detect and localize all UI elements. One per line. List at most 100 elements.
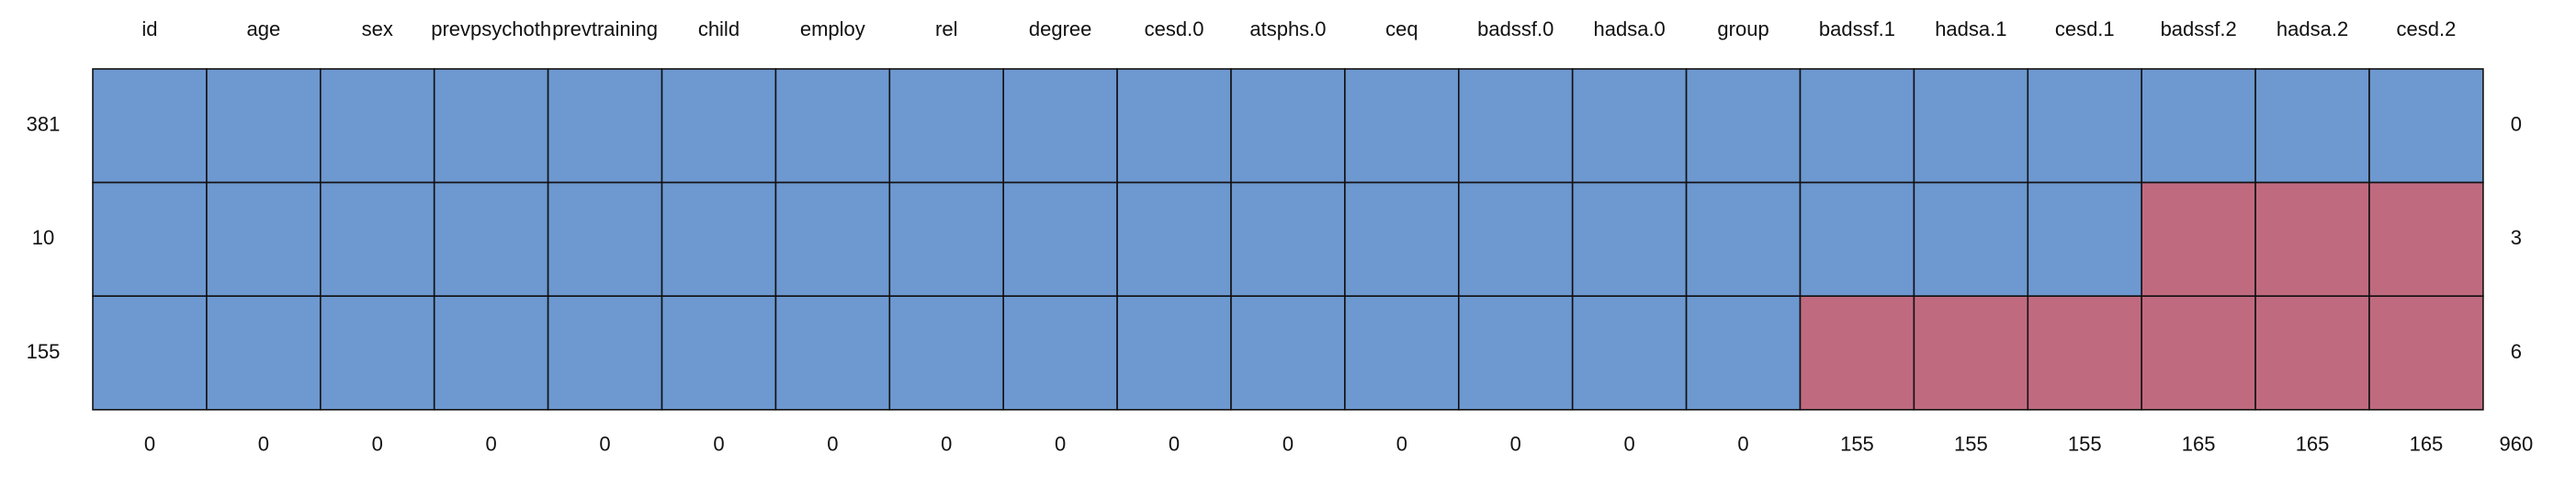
heatmap-cell-observed	[92, 181, 208, 298]
total-missing-label: 960	[2500, 433, 2534, 456]
heatmap-cell-observed	[1344, 181, 1460, 298]
row-count-label: 155	[27, 340, 61, 363]
heatmap-cell-observed	[92, 295, 208, 411]
column-label: sex	[362, 17, 393, 40]
row-count-label: 381	[27, 113, 61, 136]
column-missing-count-label: 155	[1954, 433, 1988, 456]
column-missing-count-label: 0	[144, 433, 155, 456]
column-missing-count-label: 0	[941, 433, 952, 456]
heatmap-cell-observed	[1571, 68, 1688, 184]
column-missing-count-label: 0	[1624, 433, 1635, 456]
column-label: badssf.0	[1477, 17, 1554, 40]
column-missing-count-label: 165	[2182, 433, 2216, 456]
heatmap-cell-observed	[774, 295, 891, 411]
column-label: prevpsychoth	[431, 17, 551, 40]
column-missing-count-label: 0	[827, 433, 838, 456]
column-label: cesd.1	[2055, 17, 2115, 40]
heatmap-cell-observed	[1799, 68, 1915, 184]
column-missing-count-label: 165	[2296, 433, 2330, 456]
column-label: child	[698, 17, 740, 40]
column-missing-count-label: 0	[258, 433, 269, 456]
heatmap-cell-observed	[1913, 68, 2029, 184]
heatmap-cell-observed	[547, 295, 663, 411]
heatmap-cell-observed	[1458, 295, 1574, 411]
heatmap-cell-observed	[1458, 181, 1574, 298]
heatmap-cell-observed	[2254, 68, 2370, 184]
heatmap-cell-missing	[2368, 181, 2484, 298]
heatmap-cell-observed	[1230, 181, 1346, 298]
column-label: badssf.2	[2161, 17, 2237, 40]
column-missing-count-label: 0	[1169, 433, 1180, 456]
column-label: group	[1717, 17, 1768, 40]
row-missing-total-label: 6	[2511, 340, 2522, 363]
heatmap-cell-observed	[1002, 181, 1118, 298]
heatmap-cell-observed	[1116, 295, 1232, 411]
row-count-label: 10	[32, 226, 54, 249]
column-label: ceq	[1385, 17, 1418, 40]
column-missing-count-label: 0	[1282, 433, 1294, 456]
column-label: hadsa.0	[1594, 17, 1666, 40]
column-label: employ	[800, 17, 865, 40]
column-missing-count-label: 0	[372, 433, 383, 456]
column-label: rel	[935, 17, 957, 40]
heatmap-cell-missing	[2027, 295, 2143, 411]
column-missing-count-label: 0	[1510, 433, 1521, 456]
heatmap-cell-missing	[2254, 295, 2370, 411]
heatmap-cell-observed	[774, 68, 891, 184]
heatmap-cell-missing	[2254, 181, 2370, 298]
heatmap-cell-missing	[2141, 181, 2256, 298]
heatmap-cell-observed	[1799, 181, 1915, 298]
heatmap-cell-observed	[2027, 68, 2143, 184]
column-label: hadsa.1	[1935, 17, 2006, 40]
heatmap-cell-observed	[1116, 68, 1232, 184]
heatmap-cell-observed	[1571, 295, 1688, 411]
row-missing-total-label: 0	[2511, 113, 2522, 136]
column-missing-count-label: 0	[1396, 433, 1407, 456]
heatmap-cell-observed	[1571, 181, 1688, 298]
heatmap-cell-observed	[433, 295, 549, 411]
heatmap-cell-missing	[1799, 295, 1915, 411]
heatmap-cell-observed	[1002, 68, 1118, 184]
heatmap-cell-observed	[319, 295, 435, 411]
heatmap-cell-missing	[2141, 295, 2256, 411]
heatmap-cell-observed	[1913, 181, 2029, 298]
heatmap-cell-observed	[1685, 181, 1802, 298]
heatmap-cell-observed	[888, 68, 1004, 184]
heatmap-cell-missing	[1913, 295, 2029, 411]
column-label: id	[141, 17, 157, 40]
column-label: badssf.1	[1819, 17, 1895, 40]
row-missing-labels: 0 3 6	[2511, 113, 2522, 363]
column-label: atsphs.0	[1249, 17, 1326, 40]
column-label: age	[246, 17, 280, 40]
heatmap-cell-missing	[2368, 295, 2484, 411]
heatmap-cell-observed	[1685, 295, 1802, 411]
column-missing-count-label: 0	[1737, 433, 1748, 456]
heatmap-cell-observed	[1116, 181, 1232, 298]
column-missing-count-label: 0	[486, 433, 497, 456]
column-label: cesd.2	[2397, 17, 2457, 40]
column-missing-count-label: 155	[2068, 433, 2102, 456]
heatmap-cell-observed	[661, 295, 777, 411]
column-label: degree	[1029, 17, 1092, 40]
heatmap-cell-observed	[1344, 68, 1460, 184]
heatmap-cell-observed	[206, 68, 322, 184]
heatmap-cell-observed	[1458, 68, 1574, 184]
heatmap-cell-observed	[1002, 295, 1118, 411]
column-missing-labels: 0 0 0 0 0 0 0 0 0 0 0 0 0 0 0 155 155 155 165 165 165 960	[144, 433, 2533, 456]
heatmap-cell-observed	[1685, 68, 1802, 184]
row-missing-total-label: 3	[2511, 226, 2522, 249]
heatmap-cell-observed	[319, 68, 435, 184]
cells-layer	[92, 68, 2484, 411]
column-labels: id age sex prevpsychoth prevtraining child emp…	[141, 17, 2456, 40]
heatmap-cell-observed	[888, 295, 1004, 411]
heatmap-cell-observed	[92, 68, 208, 184]
heatmap-cell-observed	[1230, 295, 1346, 411]
heatmap-cell-observed	[774, 181, 891, 298]
heatmap-cell-observed	[547, 68, 663, 184]
heatmap-cell-observed	[661, 181, 777, 298]
heatmap-cell-observed	[433, 68, 549, 184]
heatmap-cell-observed	[661, 68, 777, 184]
heatmap-cell-observed	[206, 181, 322, 298]
